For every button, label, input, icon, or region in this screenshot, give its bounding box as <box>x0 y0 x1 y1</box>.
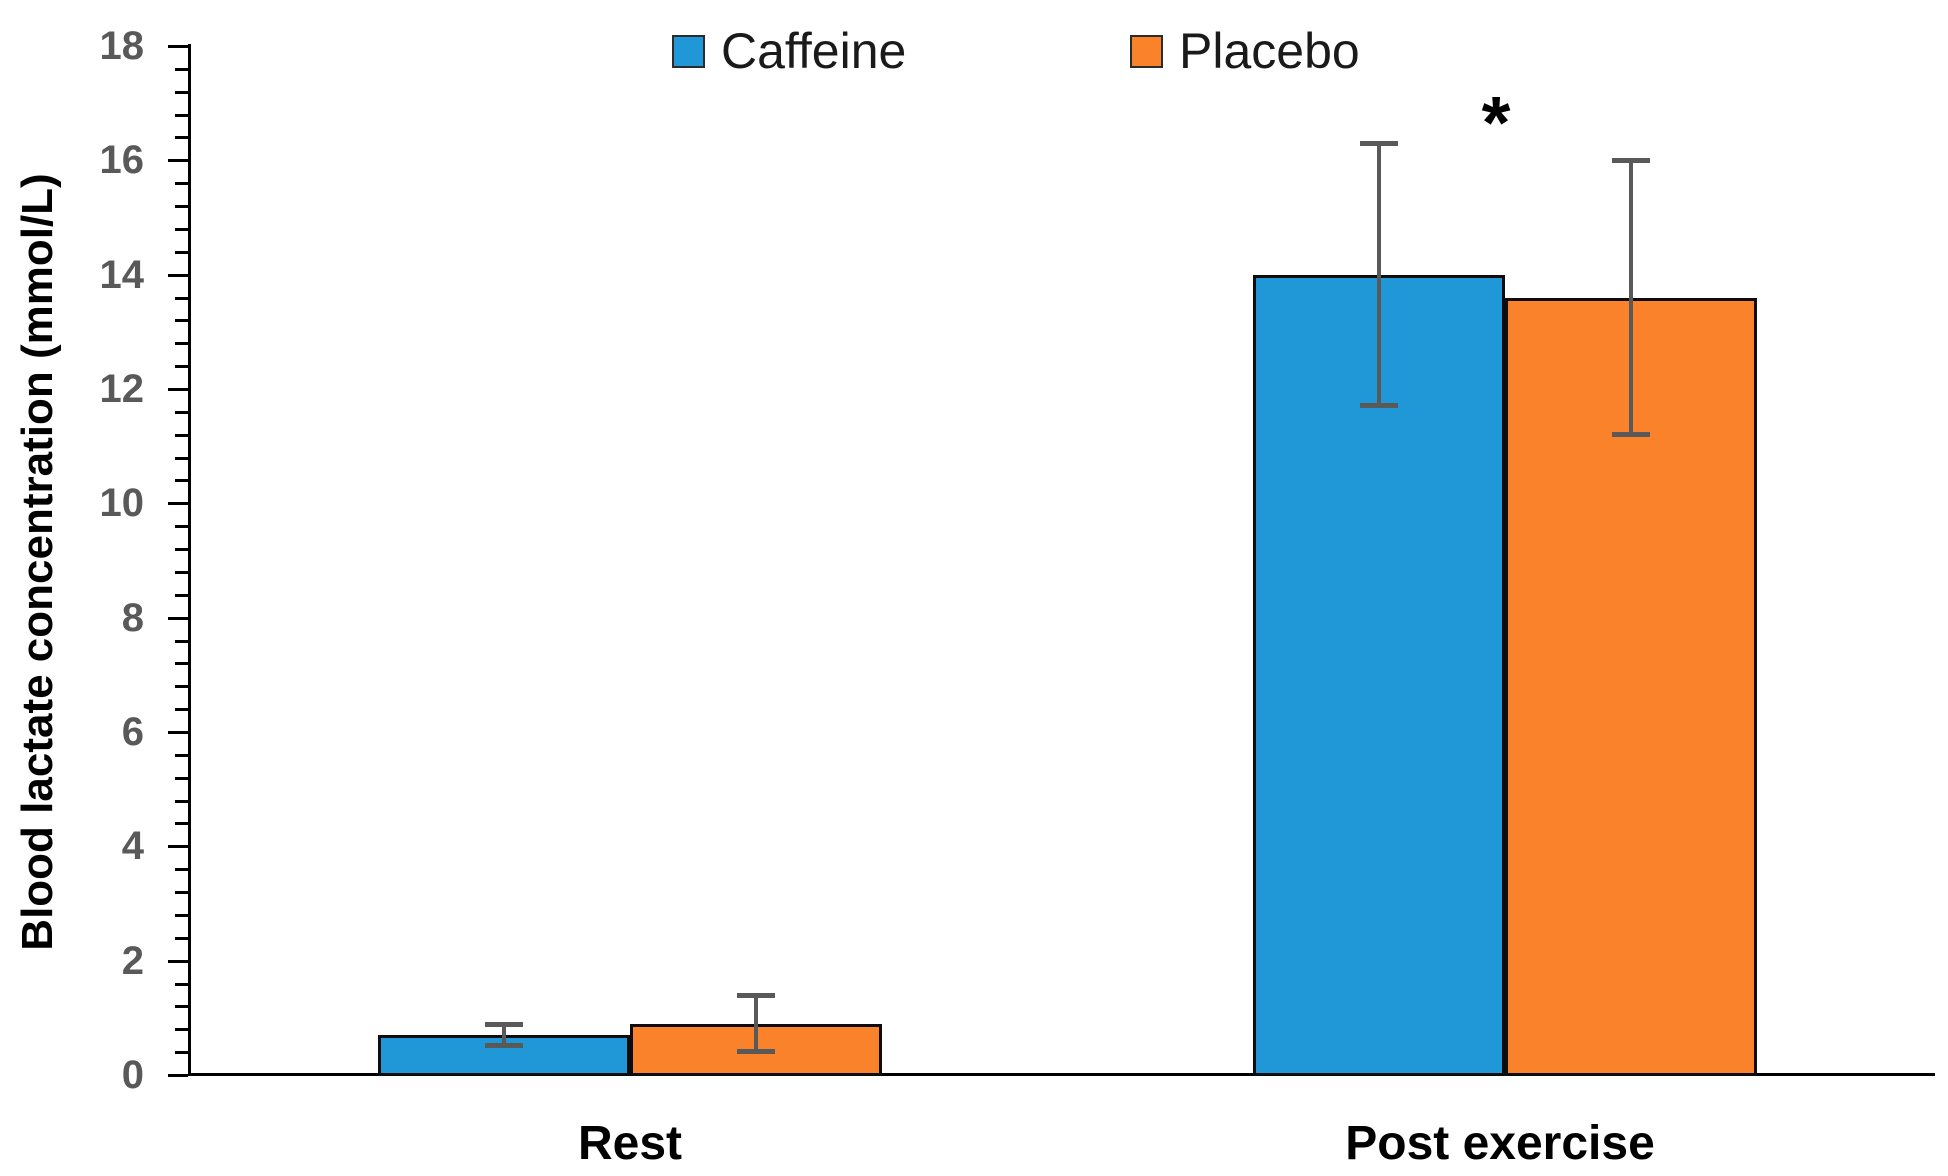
error-bar-line <box>1629 160 1633 435</box>
y-minor-tick <box>175 822 188 826</box>
legend-entry-placebo: Placebo <box>1130 26 1360 76</box>
error-bar-cap-bottom <box>1360 403 1398 409</box>
y-minor-tick <box>175 205 188 209</box>
y-major-tick <box>168 845 188 849</box>
y-minor-tick <box>175 90 188 94</box>
y-minor-tick <box>175 227 188 231</box>
error-bar-cap-top <box>1612 158 1650 164</box>
caffeine-legend-swatch-icon <box>672 34 705 68</box>
bar-placebo-1 <box>1505 297 1757 1076</box>
y-tick-label: 0 <box>121 1053 144 1097</box>
y-minor-tick <box>175 548 188 552</box>
legend-label-caffeine: Caffeine <box>721 23 907 79</box>
y-tick-label: 10 <box>99 481 145 526</box>
error-bar-cap-top <box>1360 141 1398 147</box>
y-tick-label: 14 <box>99 252 145 297</box>
y-minor-tick <box>175 776 188 780</box>
y-major-tick <box>168 502 188 506</box>
error-bar-line <box>754 994 758 1053</box>
y-minor-tick <box>175 868 188 872</box>
significance-asterisk: * <box>1481 81 1511 164</box>
y-minor-tick <box>175 250 188 254</box>
y-minor-tick <box>175 479 188 483</box>
y-minor-tick <box>175 1051 188 1055</box>
y-minor-tick <box>175 982 188 986</box>
y-tick-label: 12 <box>99 367 145 411</box>
error-bar-cap-top <box>485 1021 523 1027</box>
error-bar-cap-top <box>737 992 775 998</box>
y-axis-line <box>188 44 191 1076</box>
y-minor-tick <box>175 456 188 460</box>
y-minor-tick <box>175 1005 188 1009</box>
y-minor-tick <box>175 319 188 323</box>
y-minor-tick <box>175 342 188 346</box>
y-minor-tick <box>175 365 188 369</box>
y-major-tick <box>168 1074 188 1077</box>
y-minor-tick <box>175 708 188 712</box>
error-bar-cap-bottom <box>1612 431 1650 437</box>
y-minor-tick <box>175 936 188 940</box>
y-major-tick <box>168 959 188 963</box>
y-minor-tick <box>175 525 188 529</box>
category-label-rest: Rest <box>577 1117 683 1170</box>
y-major-tick <box>168 731 188 734</box>
y-major-tick <box>168 45 188 48</box>
y-minor-tick <box>175 913 188 917</box>
y-tick-label: 18 <box>99 24 145 68</box>
y-minor-tick <box>175 891 188 895</box>
y-major-tick <box>168 159 188 163</box>
bar-caffeine-1 <box>1253 274 1505 1076</box>
y-minor-tick <box>175 1028 188 1032</box>
y-tick-label: 16 <box>99 138 145 183</box>
y-tick-label: 4 <box>121 824 144 869</box>
y-minor-tick <box>175 136 188 140</box>
y-minor-tick <box>175 593 188 597</box>
legend-entry-caffeine: Caffeine <box>672 26 906 76</box>
y-minor-tick <box>175 799 188 803</box>
error-bar-line <box>502 1023 506 1047</box>
y-minor-tick <box>175 662 188 666</box>
y-minor-tick <box>175 570 188 574</box>
y-major-tick <box>168 388 188 391</box>
y-major-tick <box>168 273 188 277</box>
y-tick-label: 8 <box>121 595 144 640</box>
y-minor-tick <box>175 67 188 71</box>
y-minor-tick <box>175 296 188 300</box>
y-minor-tick <box>175 182 188 186</box>
y-minor-tick <box>175 753 188 757</box>
error-bar-line <box>1377 143 1381 407</box>
error-bar-cap-bottom <box>485 1043 523 1049</box>
y-minor-tick <box>175 113 188 117</box>
y-minor-tick <box>175 639 188 643</box>
y-tick-label: 2 <box>121 938 144 983</box>
category-label-post-exercise: Post exercise <box>1345 1117 1655 1170</box>
legend-label-placebo: Placebo <box>1179 23 1360 79</box>
x-axis-line <box>188 1073 1935 1076</box>
y-minor-tick <box>175 685 188 689</box>
y-minor-tick <box>175 410 188 414</box>
error-bar-cap-bottom <box>737 1049 775 1055</box>
placebo-legend-swatch-icon <box>1130 34 1163 68</box>
y-major-tick <box>168 616 188 620</box>
y-tick-label: 6 <box>121 710 144 754</box>
y-minor-tick <box>175 433 188 437</box>
